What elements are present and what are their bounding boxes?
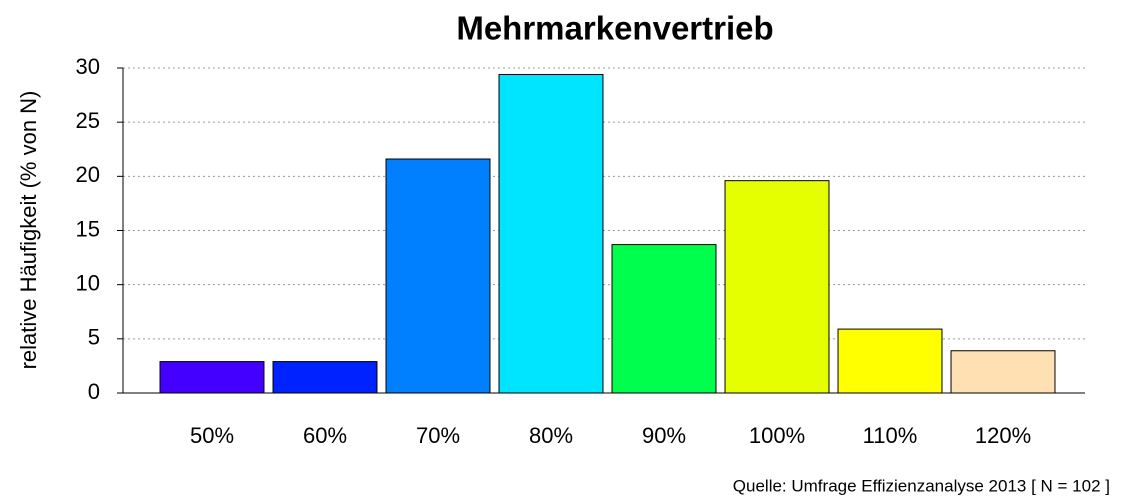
bar [611, 244, 717, 394]
x-tick-label: 60% [303, 423, 347, 448]
y-tick-label: 15 [76, 216, 100, 241]
x-tick-label: 80% [529, 423, 573, 448]
bar [272, 361, 378, 394]
y-tick-label: 0 [88, 379, 100, 404]
x-tick-label: 90% [642, 423, 686, 448]
source-note: Quelle: Umfrage Effizienzanalyse 2013 [ … [733, 476, 1110, 495]
y-tick-label: 5 [88, 325, 100, 350]
bar [950, 350, 1056, 394]
bar [724, 180, 830, 394]
x-tick-label: 120% [975, 423, 1031, 448]
bar [385, 158, 491, 394]
y-tick-label: 25 [76, 108, 100, 133]
bar [837, 328, 943, 394]
chart-title: Mehrmarkenvertrieb [456, 10, 773, 47]
bar [498, 74, 604, 394]
x-tick-label: 100% [749, 423, 805, 448]
x-tick-label: 50% [190, 423, 234, 448]
bar [159, 361, 265, 394]
y-tick-label: 10 [76, 270, 100, 295]
y-tick-label: 30 [76, 54, 100, 79]
y-tick-label: 20 [76, 162, 100, 187]
y-axis-label: relative Häufigkeit (% von N) [16, 91, 41, 370]
x-tick-label: 70% [416, 423, 460, 448]
x-tick-label: 110% [863, 423, 918, 448]
